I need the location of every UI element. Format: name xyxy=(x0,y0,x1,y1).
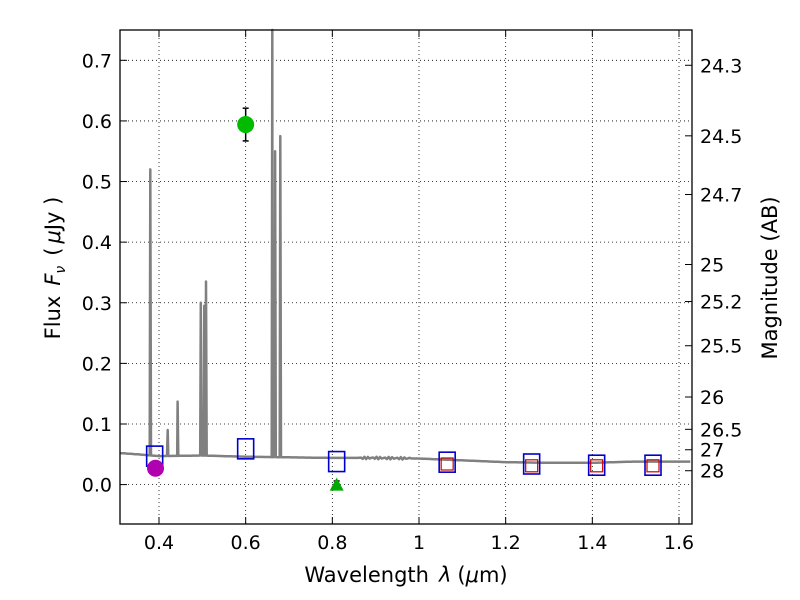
y-tick-label: 0.5 xyxy=(82,172,112,194)
mag-tick-label: 25 xyxy=(700,255,724,277)
mag-tick-label: 28 xyxy=(700,461,724,483)
mag-tick-label: 24.5 xyxy=(700,126,742,148)
mag-tick-label: 27 xyxy=(700,440,724,462)
x-tick-label: 0.4 xyxy=(144,532,174,554)
mag-tick-label: 25.5 xyxy=(700,336,742,358)
observed-flux-marker xyxy=(237,116,255,134)
x-tick-label: 1.4 xyxy=(577,532,607,554)
y-tick-label: 0.3 xyxy=(82,293,112,315)
x-axis-label: Wavelength λ (μm) xyxy=(304,563,507,587)
markers-layer xyxy=(145,107,662,491)
model-photometry-marker xyxy=(438,451,456,473)
model-photometry-marker xyxy=(327,450,346,473)
observed-flux-marker xyxy=(147,459,165,477)
x-tick-label: 0.6 xyxy=(231,532,261,554)
observed-limit-marker xyxy=(590,459,604,473)
observed-limit-marker xyxy=(525,459,539,473)
model-photometry-marker xyxy=(587,454,606,477)
observed-limit-marker xyxy=(646,459,660,473)
y-tick-label: 0.2 xyxy=(82,353,112,375)
model-photometry-marker xyxy=(644,454,662,477)
plot-frame xyxy=(119,29,693,525)
x-tick-label: 1.6 xyxy=(664,532,694,554)
y2-axis-label: Magnitude (AB) xyxy=(758,196,782,359)
mag-tick-label: 26 xyxy=(700,387,724,409)
observed-nondetection-marker xyxy=(329,477,344,491)
mag-tick-label: 24.7 xyxy=(700,185,742,207)
ticks-layer: 0.4 0.6 0.8 1 1.2 1.4 1.6 0.0 0.1 0.2 0.3 0.4 0.5 0.6… xyxy=(82,30,742,554)
x-tick-label: 1.2 xyxy=(491,532,521,554)
y-tick-label: 0.6 xyxy=(82,111,112,133)
y-axis-label: FluxFν(μJy ) xyxy=(41,197,69,340)
x-tick-label: 0.8 xyxy=(317,532,347,554)
mag-tick-label: 24.3 xyxy=(700,55,742,77)
model-photometry-marker xyxy=(522,453,541,475)
plot-area xyxy=(120,30,692,524)
mag-tick-label: 25.2 xyxy=(700,292,742,314)
y-tick-label: 0.4 xyxy=(82,232,112,254)
y-tick-label: 0.7 xyxy=(82,50,112,72)
y-tick-label: 0.0 xyxy=(82,475,112,497)
grid xyxy=(120,30,692,524)
mag-tick-label: 26.5 xyxy=(700,419,742,441)
observed-limit-marker xyxy=(440,457,454,471)
x-tick-label: 1 xyxy=(413,532,425,554)
model-photometry-marker xyxy=(236,438,255,460)
y-tick-label: 0.1 xyxy=(82,414,112,436)
